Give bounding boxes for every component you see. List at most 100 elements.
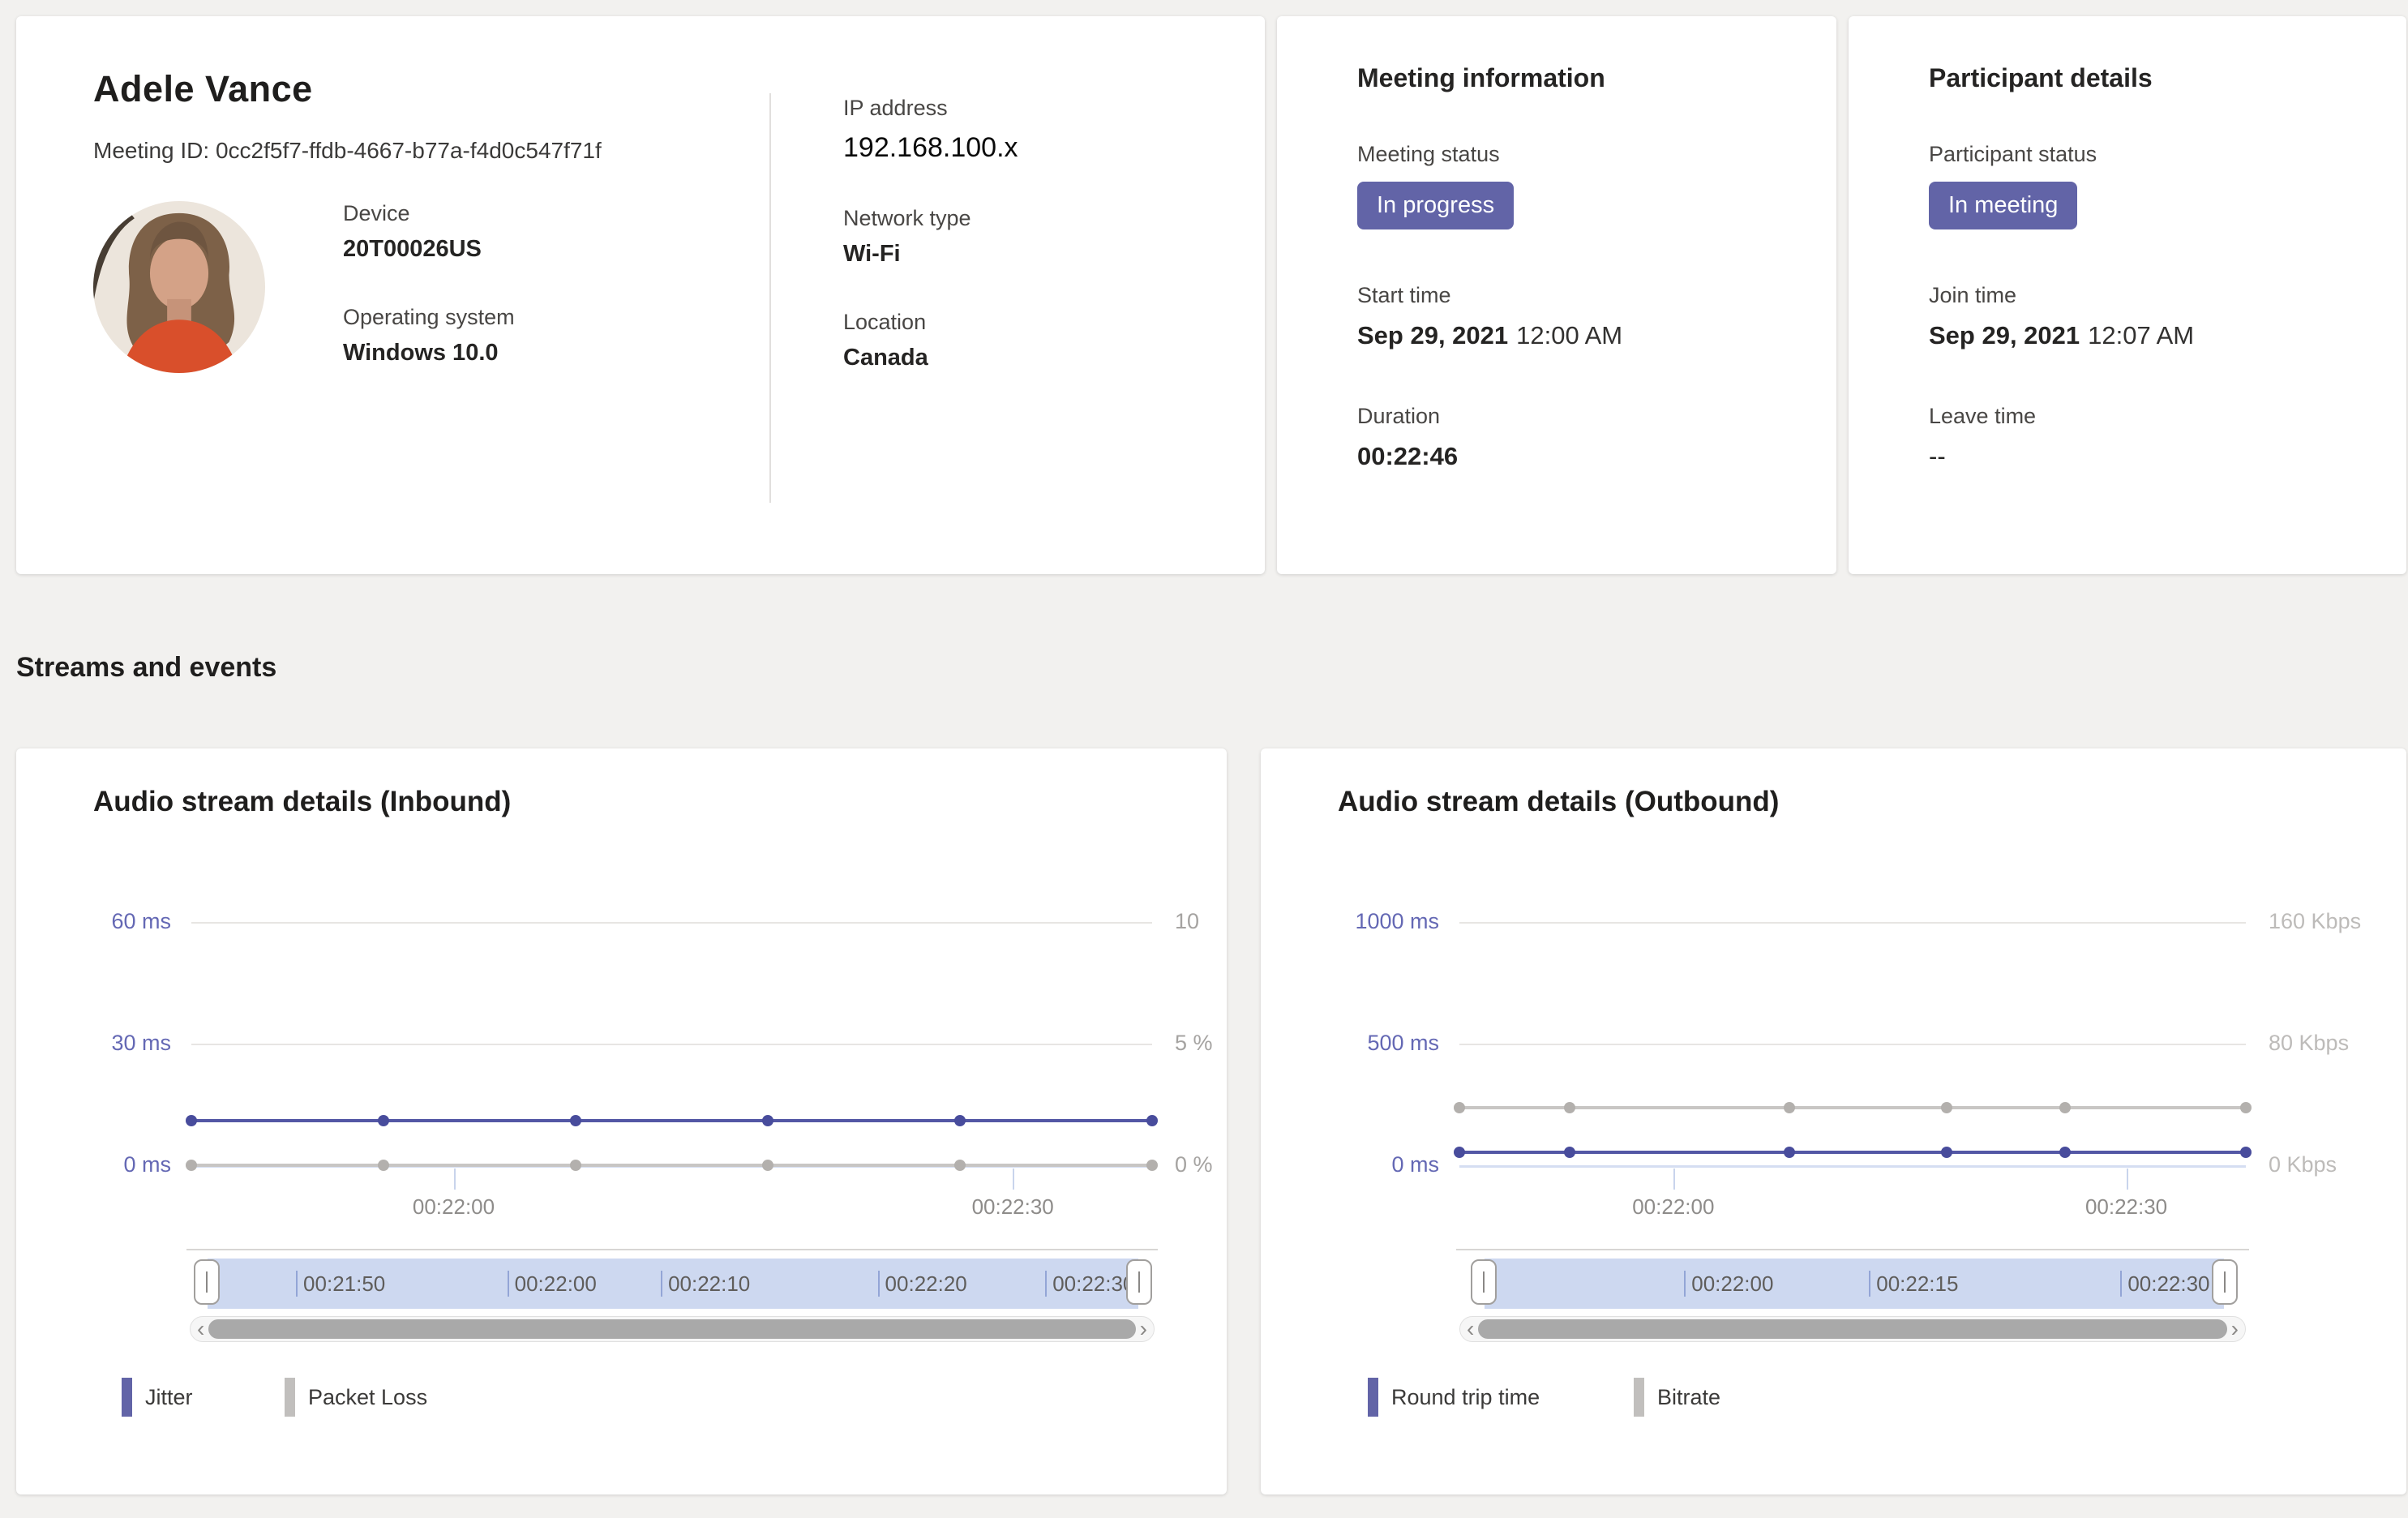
slider-time-text: 00:22:20	[885, 1271, 967, 1296]
field-label: Device	[343, 201, 410, 225]
slider-time-text: 00:22:10	[668, 1271, 751, 1296]
slider-time-text: 00:22:30	[2127, 1271, 2210, 1296]
slider-time-label: 00:22:30	[1045, 1271, 1134, 1297]
data-point	[1784, 1146, 1796, 1158]
x-axis-label: 00:22:30	[2085, 1194, 2168, 1219]
slider-divider	[186, 1249, 1158, 1250]
y-axis-label: 0 ms	[123, 1152, 171, 1177]
start-time-label: Start time	[1357, 283, 1451, 307]
scrollbar-thumb[interactable]	[1478, 1319, 2227, 1339]
slider-handle-right[interactable]	[1126, 1259, 1152, 1305]
data-point	[570, 1160, 581, 1171]
gridline	[1459, 1165, 2246, 1168]
data-point	[1563, 1101, 1575, 1113]
slider-time-label: 00:22:15	[1869, 1271, 1958, 1297]
slider-time-label: 00:22:00	[507, 1271, 597, 1297]
start-time-value: Sep 29, 2021 12:00 AM	[1357, 321, 1804, 350]
card-title: Participant details	[1929, 63, 2153, 92]
horizontal-scrollbar[interactable]: ‹ ›	[1459, 1316, 2246, 1342]
participant-profile-card: Adele Vance Meeting ID: 0cc2f5f7-ffdb-46…	[16, 16, 1265, 574]
x-axis-tick	[453, 1169, 456, 1190]
x-axis-tick	[1013, 1169, 1015, 1190]
slider-tick	[1045, 1271, 1048, 1297]
os-field: Operating system Windows 10.0	[343, 305, 515, 367]
charts-row: Audio stream details (Inbound) 60 ms 10 30…	[0, 684, 2408, 1494]
start-date: Sep 29, 2021	[1357, 321, 1509, 349]
scrollbar-thumb[interactable]	[208, 1319, 1136, 1339]
time-range-slider[interactable]: 00:22:00 00:22:15 00:22:30	[1471, 1259, 2238, 1309]
horizontal-scrollbar[interactable]: ‹ ›	[190, 1316, 1155, 1342]
legend-swatch	[122, 1378, 132, 1417]
meeting-status-label: Meeting status	[1357, 142, 1500, 166]
field-label: Location	[843, 310, 927, 334]
chart-title: Audio stream details (Inbound)	[93, 786, 512, 817]
legend-item-packet-loss[interactable]: Packet Loss	[285, 1378, 427, 1417]
leave-time-value: --	[1929, 442, 1946, 470]
y-axis-label: 60 ms	[111, 909, 171, 933]
slider-time-text: 00:22:00	[1691, 1271, 1774, 1296]
data-point	[2059, 1101, 2071, 1113]
y-axis-label: 1000 ms	[1355, 909, 1439, 933]
slider-tick	[2120, 1271, 2123, 1297]
y2-axis-label: 5 %	[1175, 1031, 1213, 1055]
legend-label: Packet Loss	[308, 1384, 428, 1409]
ip-field: IP address 192.168.100.x	[843, 96, 1018, 164]
scroll-left-arrow-icon[interactable]: ‹	[1467, 1316, 1475, 1341]
data-point	[186, 1160, 197, 1171]
slider-handle-left[interactable]	[1471, 1259, 1497, 1305]
join-time: 12:07 AM	[2088, 321, 2195, 349]
slider-handle-right[interactable]	[2212, 1259, 2238, 1305]
leave-time-label: Leave time	[1929, 404, 2037, 428]
slider-tick	[1684, 1271, 1686, 1297]
field-label: Operating system	[343, 305, 515, 329]
scroll-left-arrow-icon[interactable]: ‹	[197, 1316, 205, 1341]
scroll-right-arrow-icon[interactable]: ›	[1139, 1316, 1147, 1341]
data-point	[186, 1115, 197, 1126]
time-range-slider[interactable]: 00:21:50 00:22:00 00:22:10 00:22:20 00:22:30	[194, 1259, 1152, 1309]
data-point	[1563, 1146, 1575, 1158]
location-field: Location Canada	[843, 310, 1018, 371]
participant-status-badge: In meeting	[1929, 182, 2078, 229]
slider-tick	[507, 1271, 509, 1297]
legend-label: Jitter	[145, 1384, 193, 1409]
slider-tick	[661, 1271, 663, 1297]
gridline	[1459, 1044, 2246, 1045]
data-point	[2240, 1146, 2252, 1158]
chart-area: 1000 ms 160 Kbps 500 ms 80 Kbps 0 ms 0 Kbps 00…	[1261, 748, 2406, 1494]
join-date: Sep 29, 2021	[1929, 321, 2080, 349]
data-point	[1146, 1160, 1158, 1171]
series-line-packet-loss	[186, 1160, 1158, 1171]
legend-label: Round trip time	[1391, 1384, 1540, 1409]
meeting-information-card: Meeting information Meeting status In pr…	[1277, 16, 1836, 574]
field-value: Windows 10.0	[343, 340, 499, 366]
x-axis-label: 00:22:30	[971, 1194, 1054, 1219]
summary-cards-row: Adele Vance Meeting ID: 0cc2f5f7-ffdb-46…	[0, 0, 2408, 574]
data-point	[954, 1160, 966, 1171]
y2-axis-label: 0 Kbps	[2269, 1152, 2337, 1177]
data-point	[954, 1115, 966, 1126]
avatar-image	[93, 201, 265, 373]
join-time-value: Sep 29, 2021 12:07 AM	[1929, 321, 2374, 350]
scroll-right-arrow-icon[interactable]: ›	[2230, 1316, 2239, 1341]
data-point	[1941, 1146, 1953, 1158]
legend-swatch	[1634, 1378, 1644, 1417]
duration-value: 00:22:46	[1357, 442, 1459, 470]
y2-axis-label: 0 %	[1175, 1152, 1213, 1177]
field-label: IP address	[843, 96, 948, 120]
audio-outbound-chart-card: Audio stream details (Outbound) 1000 ms 1…	[1261, 748, 2406, 1494]
slider-handle-left[interactable]	[194, 1259, 220, 1305]
slider-tick	[1869, 1271, 1871, 1297]
legend-item-round-trip-time[interactable]: Round trip time	[1368, 1378, 1540, 1417]
y2-axis-label: 80 Kbps	[2269, 1031, 2350, 1055]
y-axis-label: 0 ms	[1391, 1152, 1439, 1177]
legend-item-bitrate[interactable]: Bitrate	[1634, 1378, 1720, 1417]
slider-time-label: 00:22:00	[1684, 1271, 1773, 1297]
field-label: Network type	[843, 206, 971, 230]
meeting-status-badge: In progress	[1357, 182, 1515, 229]
device-field: Device 20T00026US	[343, 201, 515, 263]
legend-item-jitter[interactable]: Jitter	[122, 1378, 193, 1417]
data-point	[762, 1115, 773, 1126]
gridline	[1459, 922, 2246, 924]
device-column: Device 20T00026US Operating system Windo…	[343, 201, 515, 409]
